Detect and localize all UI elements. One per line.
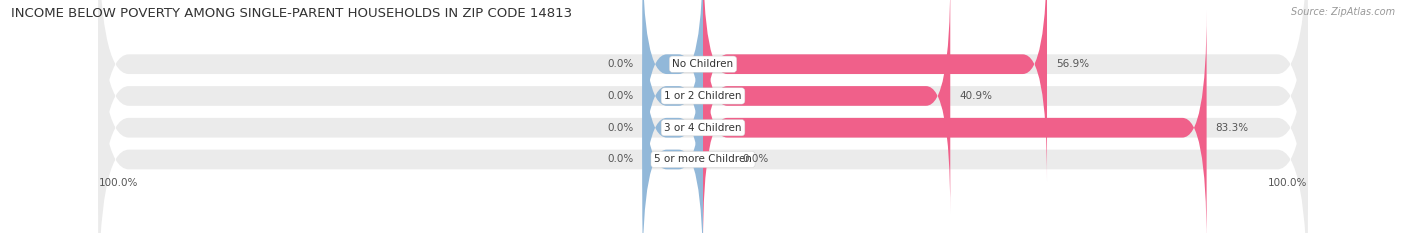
FancyBboxPatch shape [98,0,1308,233]
Text: 0.0%: 0.0% [607,154,634,164]
FancyBboxPatch shape [643,42,703,233]
Text: 100.0%: 100.0% [98,178,138,188]
Text: 3 or 4 Children: 3 or 4 Children [664,123,742,133]
Text: 0.0%: 0.0% [607,123,634,133]
Text: INCOME BELOW POVERTY AMONG SINGLE-PARENT HOUSEHOLDS IN ZIP CODE 14813: INCOME BELOW POVERTY AMONG SINGLE-PARENT… [11,7,572,20]
Text: 5 or more Children: 5 or more Children [654,154,752,164]
Text: 0.0%: 0.0% [742,154,769,164]
FancyBboxPatch shape [643,10,703,233]
Text: 56.9%: 56.9% [1056,59,1090,69]
FancyBboxPatch shape [98,10,1308,233]
Text: 83.3%: 83.3% [1216,123,1249,133]
Text: 1 or 2 Children: 1 or 2 Children [664,91,742,101]
FancyBboxPatch shape [643,0,703,182]
Text: No Children: No Children [672,59,734,69]
FancyBboxPatch shape [703,10,1206,233]
FancyBboxPatch shape [98,0,1308,213]
Text: Source: ZipAtlas.com: Source: ZipAtlas.com [1291,7,1395,17]
Text: 0.0%: 0.0% [607,91,634,101]
Text: 100.0%: 100.0% [1268,178,1308,188]
FancyBboxPatch shape [703,0,950,213]
Legend: Single Father, Single Mother: Single Father, Single Mother [600,230,806,233]
Text: 0.0%: 0.0% [607,59,634,69]
Text: 40.9%: 40.9% [959,91,993,101]
FancyBboxPatch shape [643,0,703,213]
FancyBboxPatch shape [703,0,1047,182]
FancyBboxPatch shape [98,0,1308,233]
